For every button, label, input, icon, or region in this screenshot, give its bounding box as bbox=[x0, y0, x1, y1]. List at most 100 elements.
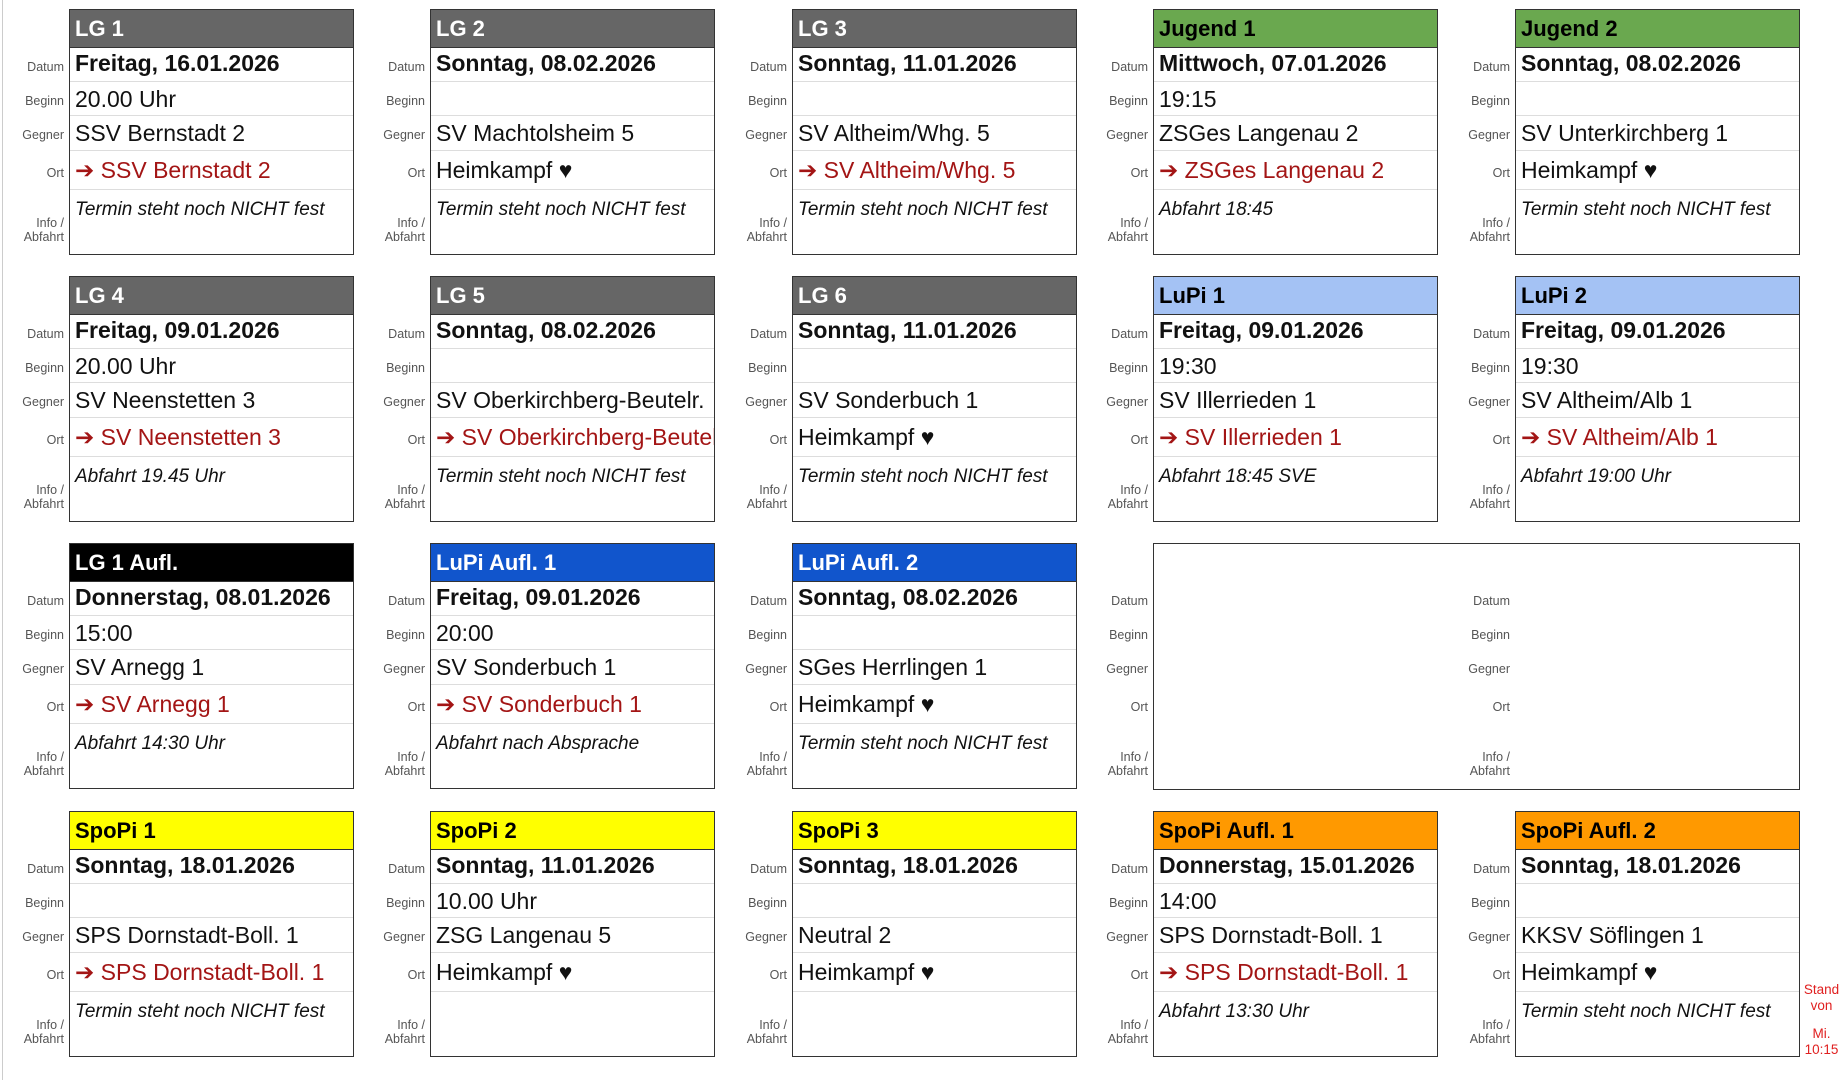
team-card: LG 1 Freitag, 16.01.2026 20.00 Uhr SSV Bern… bbox=[69, 9, 354, 255]
field-beginn: 15:00 bbox=[70, 615, 353, 649]
label-beginn: Beginn bbox=[748, 94, 787, 108]
field-ort: ➔ SPS Dornstadt-Boll. 1 bbox=[1154, 952, 1437, 991]
field-gegner: SV Sonderbuch 1 bbox=[793, 382, 1076, 417]
field-labels: Datum Beginn Gegner Ort Info / Abfahrt bbox=[1084, 276, 1148, 522]
team-name: SpoPi 1 bbox=[70, 812, 353, 850]
field-info: Termin steht noch NICHT fest bbox=[70, 189, 353, 254]
field-datum: Freitag, 09.01.2026 bbox=[1521, 317, 1726, 343]
label-datum: Datum bbox=[750, 862, 787, 876]
field-labels: Datum Beginn Gegner Ort Info / Abfahrt bbox=[723, 543, 787, 789]
field-datum: Freitag, 09.01.2026 bbox=[75, 317, 280, 343]
label-ort: Ort bbox=[407, 968, 425, 982]
label-beginn: Beginn bbox=[1109, 628, 1148, 642]
team-name: LG 5 bbox=[431, 277, 714, 315]
label-gegner: Gegner bbox=[383, 930, 425, 944]
field-ort: ➔ ZSGes Langenau 2 bbox=[1154, 150, 1437, 189]
label-info1: Info / bbox=[1482, 216, 1510, 230]
field-gegner: SV Sonderbuch 1 bbox=[431, 649, 714, 684]
label-beginn: Beginn bbox=[1471, 94, 1510, 108]
label-ort: Ort bbox=[1492, 700, 1510, 714]
label-datum: Datum bbox=[1111, 862, 1148, 876]
label-info1: Info / bbox=[759, 750, 787, 764]
field-ort: Heimkampf ♥ bbox=[793, 684, 1076, 723]
label-info2: Abfahrt bbox=[1469, 764, 1510, 778]
field-gegner: SV Arnegg 1 bbox=[70, 649, 353, 684]
team-card: LG 3 Sonntag, 11.01.2026 SV Altheim/Whg. 5… bbox=[792, 9, 1077, 255]
label-beginn: Beginn bbox=[25, 361, 64, 375]
team-name: SpoPi 2 bbox=[431, 812, 714, 850]
field-labels: Datum Beginn Gegner Ort Info / Abfahrt bbox=[1084, 9, 1148, 255]
field-ort: Heimkampf ♥ bbox=[1516, 952, 1799, 991]
field-info: Abfahrt 18:45 SVE bbox=[1154, 456, 1437, 521]
team-card: SpoPi Aufl. 2 Sonntag, 18.01.2026 KKSV Söf… bbox=[1515, 811, 1800, 1057]
label-ort: Ort bbox=[769, 433, 787, 447]
empty-card bbox=[1153, 543, 1800, 790]
label-ort: Ort bbox=[1492, 433, 1510, 447]
field-ort: ➔ SV Altheim/Whg. 5 bbox=[793, 150, 1076, 189]
field-info: Termin steht noch NICHT fest bbox=[431, 189, 714, 254]
field-labels: Datum Beginn Gegner Ort Info / Abfahrt bbox=[0, 9, 64, 255]
field-gegner: SV Altheim/Whg. 5 bbox=[793, 115, 1076, 150]
label-ort: Ort bbox=[1130, 700, 1148, 714]
label-ort: Ort bbox=[1130, 166, 1148, 180]
label-ort: Ort bbox=[46, 433, 64, 447]
field-info: Abfahrt 14:30 Uhr bbox=[70, 723, 353, 788]
field-labels: Datum Beginn Gegner Ort Info / Abfahrt bbox=[723, 9, 787, 255]
label-info1: Info / bbox=[397, 1018, 425, 1032]
field-info: Abfahrt 19.45 Uhr bbox=[70, 456, 353, 521]
label-gegner: Gegner bbox=[1106, 395, 1148, 409]
stand-label: Stand bbox=[1803, 982, 1840, 997]
stand-timestamp: Stand von Mi. 10:15 bbox=[1800, 982, 1843, 1058]
field-labels: Datum Beginn Gegner Ort Info / Abfahrt bbox=[1446, 811, 1510, 1057]
team-name: LuPi 1 bbox=[1154, 277, 1437, 315]
field-datum: Sonntag, 11.01.2026 bbox=[798, 317, 1017, 343]
label-info1: Info / bbox=[759, 483, 787, 497]
field-info: Termin steht noch NICHT fest bbox=[1516, 991, 1799, 1056]
field-beginn bbox=[1516, 883, 1799, 917]
field-ort: ➔ SV Sonderbuch 1 bbox=[431, 684, 714, 723]
field-gegner: SV Oberkirchberg-Beutelr. bbox=[431, 382, 714, 417]
label-info1: Info / bbox=[1120, 216, 1148, 230]
field-gegner: SPS Dornstadt-Boll. 1 bbox=[1154, 917, 1437, 952]
field-info: Abfahrt nach Absprache bbox=[431, 723, 714, 788]
field-info: Abfahrt 19:00 Uhr bbox=[1516, 456, 1799, 521]
label-info1: Info / bbox=[397, 216, 425, 230]
label-beginn: Beginn bbox=[748, 628, 787, 642]
field-datum: Freitag, 09.01.2026 bbox=[1159, 317, 1364, 343]
field-info: Termin steht noch NICHT fest bbox=[431, 456, 714, 521]
team-name: SpoPi Aufl. 2 bbox=[1516, 812, 1799, 850]
field-beginn: 19:30 bbox=[1154, 348, 1437, 382]
team-card: LG 4 Freitag, 09.01.2026 20.00 Uhr SV Neens… bbox=[69, 276, 354, 522]
label-datum: Datum bbox=[388, 862, 425, 876]
team-name: SpoPi 3 bbox=[793, 812, 1076, 850]
field-labels: Datum Beginn Gegner Ort Info / Abfahrt bbox=[361, 9, 425, 255]
team-name: LG 1 bbox=[70, 10, 353, 48]
field-beginn bbox=[793, 883, 1076, 917]
label-info1: Info / bbox=[759, 1018, 787, 1032]
label-beginn: Beginn bbox=[386, 361, 425, 375]
team-card: SpoPi 3 Sonntag, 18.01.2026 Neutral 2 Heimk… bbox=[792, 811, 1077, 1057]
label-info2: Abfahrt bbox=[746, 1032, 787, 1046]
label-info2: Abfahrt bbox=[1107, 497, 1148, 511]
label-beginn: Beginn bbox=[1471, 361, 1510, 375]
field-ort: Heimkampf ♥ bbox=[793, 952, 1076, 991]
label-info2: Abfahrt bbox=[23, 764, 64, 778]
field-labels: Datum Beginn Gegner Ort Info / Abfahrt bbox=[361, 543, 425, 789]
label-info2: Abfahrt bbox=[23, 230, 64, 244]
field-labels: Datum Beginn Gegner Ort Info / Abfahrt bbox=[1084, 543, 1148, 789]
label-gegner: Gegner bbox=[22, 662, 64, 676]
label-datum: Datum bbox=[1473, 327, 1510, 341]
field-beginn bbox=[1516, 81, 1799, 115]
label-gegner: Gegner bbox=[383, 662, 425, 676]
label-gegner: Gegner bbox=[22, 395, 64, 409]
label-beginn: Beginn bbox=[25, 896, 64, 910]
field-beginn bbox=[793, 81, 1076, 115]
label-beginn: Beginn bbox=[25, 94, 64, 108]
label-info2: Abfahrt bbox=[23, 1032, 64, 1046]
team-card: Jugend 2 Sonntag, 08.02.2026 SV Unterkirch… bbox=[1515, 9, 1800, 255]
label-gegner: Gegner bbox=[1468, 662, 1510, 676]
label-ort: Ort bbox=[1492, 166, 1510, 180]
label-ort: Ort bbox=[407, 433, 425, 447]
label-ort: Ort bbox=[769, 700, 787, 714]
label-gegner: Gegner bbox=[1106, 128, 1148, 142]
